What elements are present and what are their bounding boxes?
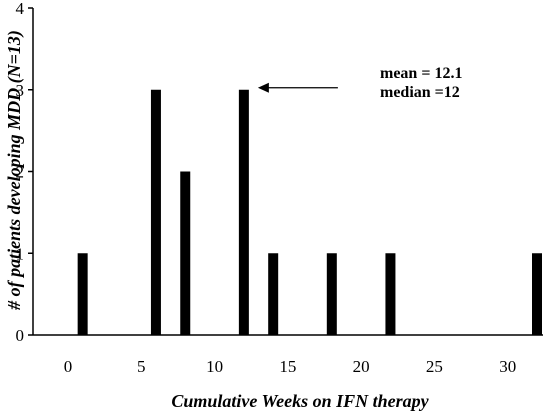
bar [238,89,249,335]
x-tick-label: 30 [499,357,516,376]
annotation-text: median =12 [380,84,460,101]
x-tick-label: 25 [426,357,443,376]
y-tick-label: 0 [16,326,25,345]
bar [77,253,88,335]
bar [532,253,542,335]
x-tick-label: 15 [279,357,296,376]
y-tick-label: 3 [16,81,25,100]
y-tick-label: 1 [16,244,25,263]
y-axis-label: # of patients developing MDD (N=13) [4,30,25,311]
bar [268,253,279,335]
x-tick-label: 5 [137,357,146,376]
bar [326,253,337,335]
annotation-text: mean = 12.1 [380,65,462,82]
y-tick-label: 2 [16,163,25,182]
bar [385,253,396,335]
x-axis-label: Cumulative Weeks on IFN therapy [171,391,429,411]
x-tick-label: 10 [206,357,223,376]
annotation-arrow-head [257,82,269,93]
plot-area: 0 1 2 3 4 0 5 10 15 20 25 30 mean = 12.1 median =12 [16,0,543,376]
bar [180,171,191,335]
x-tick-label: 0 [64,357,73,376]
bar [150,89,161,335]
y-tick-label: 4 [16,0,25,18]
x-tick-label: 20 [353,357,370,376]
